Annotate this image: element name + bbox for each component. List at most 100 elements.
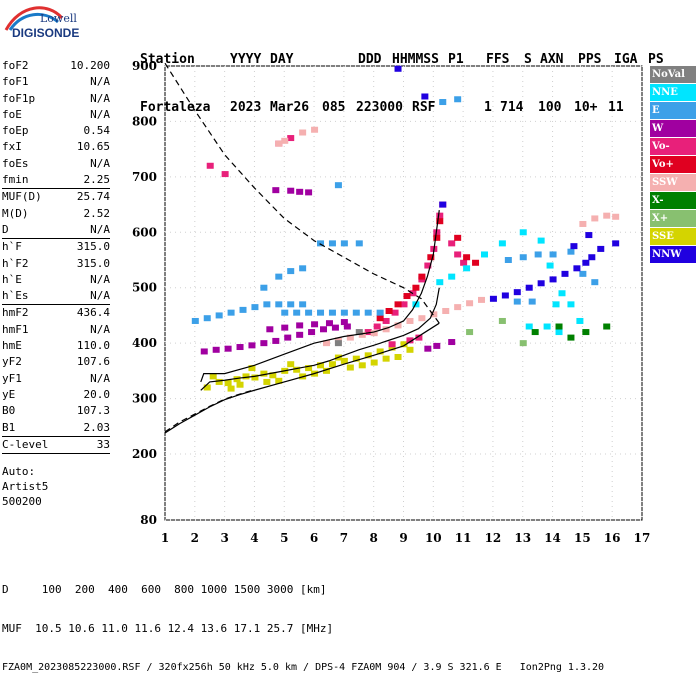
param-row: fxI 10.65 [2,139,110,155]
param-value: 107.3 [76,404,110,418]
param-name: h`Es [2,289,29,303]
echo-point [543,323,551,330]
echo-point [343,323,351,330]
param-row: yF2 107.6 [2,354,110,370]
x-tick-label: 15 [574,531,591,545]
echo-point [382,355,390,362]
true-height-profile [164,322,440,434]
echo-point [370,359,378,366]
echo-point [263,301,271,308]
echo-point [358,362,366,369]
echo-point [436,279,444,286]
echo-point [400,341,408,348]
echo-point [293,309,301,316]
param-value: N/A [90,289,110,303]
echo-point [582,259,590,266]
echo-point [418,273,426,280]
x-tick-label: 16 [604,531,621,545]
echo-point [322,367,330,374]
param-value: N/A [90,371,110,385]
echo-point [412,284,420,291]
param-name: foF1p [2,91,36,105]
y-tick-label: 900 [132,59,157,73]
echo-point [209,373,217,380]
x-tick-label: 13 [514,531,531,545]
auto-scaling-text: Auto: [2,465,36,479]
legend-item: NNW [650,246,696,263]
echo-point [403,293,411,300]
echo-point [603,212,611,219]
echo-point [334,182,342,189]
echo-point [430,311,438,318]
echo-point [489,295,497,302]
header-label-pps: PPS [578,52,602,67]
echo-point [549,251,557,258]
param-value: 436.4 [76,306,110,320]
echo-point [549,276,557,283]
echo-point [263,378,271,385]
echo-point [293,366,301,373]
logo-line1: Lowell [40,12,77,25]
echo-point [454,96,462,103]
param-name: B0 [2,404,16,418]
echo-point [325,320,333,327]
echo-point [567,248,575,255]
ionospheric-parameters-panel: foF2 10.200 foF1 N/A foF1p N/A foE N/A foEp 0.54 f… [2,58,110,509]
footer-muf-row: MUF 10.5 10.6 11.0 11.6 12.4 13.6 17.1 2… [2,622,334,635]
echo-point [287,268,295,275]
echo-point [224,345,232,352]
x-tick-label: 10 [425,531,442,545]
header-label-station: Station [140,52,195,67]
echo-point [567,301,575,308]
param-row: foF2 10.200 [2,58,110,74]
echo-point [579,270,587,277]
echo-point [236,381,244,388]
param-row: M(D) 2.52 [2,206,110,222]
echo-point [275,140,283,147]
echo-point [537,237,545,244]
echo-point [448,273,456,280]
x-tick-label: 4 [250,531,258,545]
echo-point [424,345,432,352]
echo-point [287,361,295,368]
header-value-ddd: 085 [322,100,346,115]
param-name: h`F [2,240,22,254]
legend-item: NoVal [650,66,696,83]
param-value: N/A [90,272,110,286]
x-tick-label: 7 [340,531,348,545]
echo-point [284,334,292,341]
param-value: N/A [90,222,110,236]
echo-point [478,296,486,303]
echo-point [328,240,336,247]
echo-point [501,292,509,299]
legend-item: X+ [650,210,696,227]
x-tick-label: 1 [161,531,169,545]
echo-point [212,346,220,353]
param-value: 315.0 [76,240,110,254]
echo-point [573,265,581,272]
echo-point [328,309,336,316]
echo-point [424,262,432,269]
echo-point [382,326,390,333]
echo-point [296,322,304,329]
echo-point [203,315,211,322]
echo-point [439,201,447,208]
echo-point [269,372,277,379]
echo-point [466,329,474,336]
echo-point [260,284,268,291]
echo-point [463,265,471,272]
param-name: h`F2 [2,256,29,270]
echo-point [227,309,235,316]
echo-point [555,323,563,330]
echo-point [215,312,223,319]
param-row: B1 2.03 [2,420,110,437]
param-name: C-level [2,437,49,451]
echo-point [191,317,199,324]
echo-point [334,340,342,347]
param-value: 110.0 [76,339,110,353]
echo-point [513,298,521,305]
echo-point [552,301,560,308]
echo-point [317,240,325,247]
param-row: h`E N/A [2,272,110,288]
echo-point [528,298,536,305]
